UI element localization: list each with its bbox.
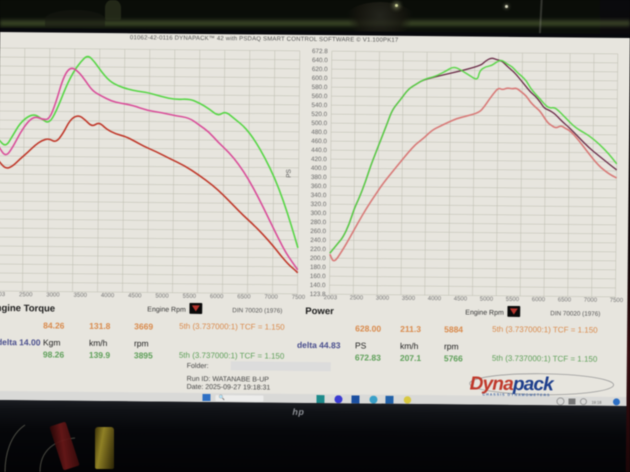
svg-text:19:18: 19:18 bbox=[591, 400, 602, 405]
